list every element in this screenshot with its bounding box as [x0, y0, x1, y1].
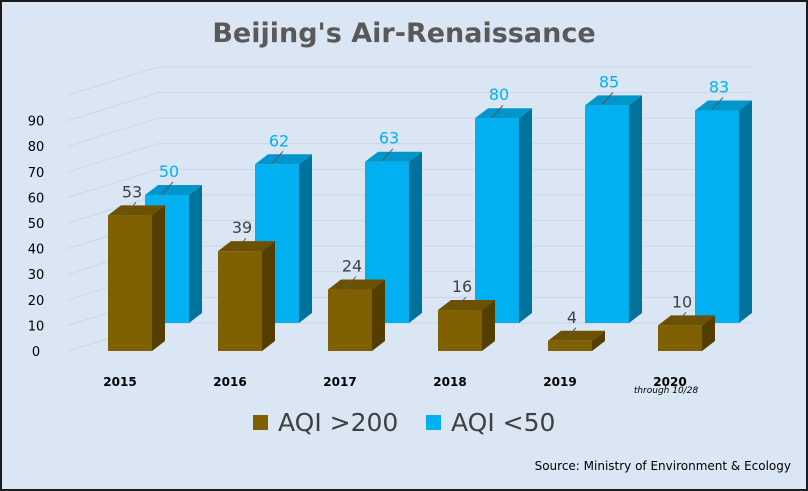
- y-tick-label: 80: [28, 140, 45, 155]
- bar-side-aqi-50-2018: [519, 108, 532, 323]
- gridline-side: [67, 194, 159, 224]
- bar-side-aqi-50-2016: [299, 154, 312, 323]
- leader-line: [601, 92, 614, 105]
- data-label-aqi-50-2016: 62: [269, 131, 289, 150]
- bar-aqi-50-2020: [695, 110, 739, 324]
- y-tick-label: 40: [28, 243, 45, 258]
- bar-aqi-200-2015: [108, 215, 152, 351]
- bar-top-aqi-50-2015: [145, 185, 202, 195]
- y-tick-label: 30: [28, 268, 45, 283]
- data-label-aqi-50-2019: 85: [599, 72, 619, 91]
- legend-item-aqi-under-50: AQI <50: [426, 404, 555, 440]
- y-tick-label: 70: [28, 166, 45, 181]
- bar-top-aqi-50-2020: [695, 100, 752, 111]
- data-label-aqi-200-2020: 10: [672, 292, 692, 311]
- bar-side-aqi-50-2015: [189, 185, 202, 323]
- legend: AQI >200 AQI <50: [2, 404, 806, 440]
- bar-top-aqi-50-2018: [475, 108, 532, 119]
- bar-aqi-50-2018: [475, 118, 519, 323]
- bar-aqi-200-2017: [328, 289, 372, 351]
- bar-aqi-200-2018: [438, 310, 482, 351]
- data-label-aqi-50-2015: 50: [159, 162, 179, 181]
- x-tick-label: 2019: [543, 375, 576, 389]
- data-label-aqi-200-2018: 16: [452, 277, 472, 296]
- legend-label-aqi-under-50: AQI <50: [451, 407, 556, 437]
- bar-top-aqi-200-2016: [218, 241, 275, 252]
- gridline-side: [67, 117, 159, 147]
- gridline-side: [67, 168, 159, 198]
- bar-aqi-200-2020: [658, 325, 702, 351]
- data-label-aqi-200-2016: 39: [232, 218, 252, 237]
- legend-swatch-aqi-under-50: [426, 414, 441, 430]
- leader-line: [124, 201, 137, 215]
- bar-aqi-200-2016: [218, 251, 262, 351]
- x-tick-label: 2017: [323, 375, 356, 389]
- bar-side-aqi-50-2017: [409, 151, 422, 323]
- data-label-aqi-50-2018: 80: [489, 85, 509, 104]
- source-note: Source: Ministry of Environment & Ecolog…: [534, 459, 791, 473]
- legend-item-aqi-over-200: AQI >200: [253, 404, 398, 440]
- bar-side-aqi-200-2020: [702, 315, 715, 351]
- leader-line: [234, 237, 247, 251]
- x-tick-label: 2016: [213, 375, 246, 389]
- y-tick-label: 20: [28, 294, 45, 309]
- leader-line: [161, 181, 174, 195]
- data-label-aqi-200-2019: 4: [567, 308, 577, 327]
- data-label-aqi-200-2017: 24: [342, 257, 362, 276]
- leader-line: [454, 296, 467, 310]
- bar-top-aqi-200-2017: [328, 279, 385, 290]
- data-label-aqi-50-2017: 63: [379, 129, 399, 148]
- category-note: through 10/28: [633, 386, 699, 396]
- leader-line: [711, 97, 724, 110]
- leader-line: [674, 312, 687, 325]
- bar-side-aqi-50-2019: [629, 95, 642, 324]
- bar-top-aqi-50-2019: [585, 95, 642, 106]
- legend-label-aqi-over-200: AQI >200: [278, 407, 399, 437]
- bar-side-aqi-50-2020: [739, 100, 752, 324]
- bar-top-aqi-50-2017: [365, 151, 422, 162]
- bar-side-aqi-200-2015: [152, 205, 165, 351]
- data-label-aqi-50-2020: 83: [709, 78, 729, 97]
- leader-line: [564, 327, 577, 341]
- bar-top-aqi-50-2016: [255, 154, 312, 165]
- gridline-side: [67, 92, 159, 122]
- x-tick-label: 2020: [653, 375, 686, 389]
- gridline-side: [67, 66, 159, 96]
- bar-aqi-200-2019: [548, 340, 592, 351]
- bar-side-aqi-200-2016: [262, 241, 275, 351]
- y-tick-label: 90: [28, 115, 45, 130]
- bar-top-aqi-200-2019: [548, 330, 605, 341]
- leader-line: [344, 276, 357, 289]
- chart-title: Beijing's Air-Renaissance: [212, 18, 596, 49]
- leader-line: [381, 148, 394, 162]
- legend-swatch-aqi-over-200: [253, 414, 268, 430]
- data-label-aqi-200-2015: 53: [122, 182, 142, 201]
- gridline-side: [67, 143, 159, 173]
- y-tick-label: 10: [28, 319, 45, 334]
- bar-side-aqi-200-2018: [482, 300, 495, 351]
- bar-top-aqi-200-2018: [438, 300, 495, 311]
- bar-aqi-50-2019: [585, 105, 629, 324]
- y-tick-label: 50: [28, 217, 45, 232]
- y-tick-label: 0: [32, 345, 40, 360]
- y-tick-label: 60: [28, 191, 45, 206]
- bar-top-aqi-200-2020: [658, 315, 715, 326]
- x-tick-label: 2015: [103, 375, 136, 389]
- bar-top-aqi-200-2015: [108, 205, 165, 216]
- leader-line: [271, 150, 284, 164]
- bar-side-aqi-200-2017: [372, 279, 385, 351]
- bar-side-aqi-200-2019: [592, 330, 605, 351]
- x-tick-label: 2018: [433, 375, 466, 389]
- leader-line: [491, 104, 504, 118]
